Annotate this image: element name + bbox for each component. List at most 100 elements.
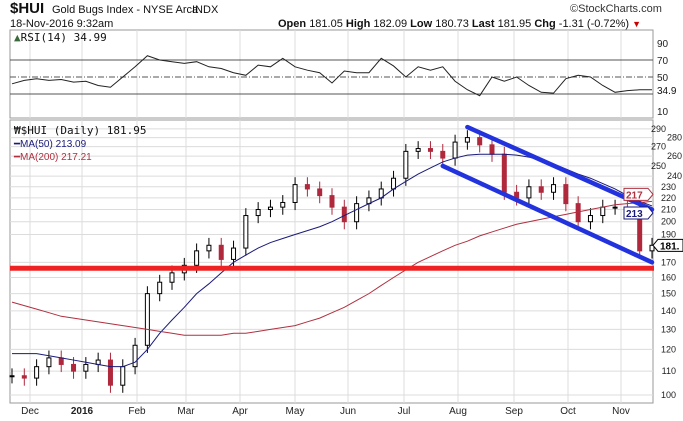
rsi-y-tick: 50 [657, 73, 669, 84]
down-arrow-icon: ▼ [632, 19, 642, 29]
rsi-label-text: RSI(14) 34.99 [20, 31, 107, 44]
candle-body [280, 201, 286, 208]
candle-body [34, 366, 40, 379]
price-label-text: $HUI (Daily) 181.95 [20, 124, 147, 137]
candle-body [526, 186, 532, 199]
value-tag: 217 [626, 190, 643, 201]
value-tag-frame [623, 187, 654, 201]
ma200-legend-text: MA(200) 217.21 [20, 152, 92, 163]
value-tag: 181. [660, 241, 680, 252]
index-name: Gold Bugs Index - NYSE Arca [52, 4, 199, 16]
candle-body [452, 141, 458, 159]
candle-body [255, 209, 261, 217]
quote-line: Open 181.05 High 182.09 Low 180.73 Last … [278, 18, 641, 31]
price-label: ₩$HUI (Daily) 181.95 [14, 124, 147, 138]
price-y-tick: 190 [661, 230, 676, 240]
candle-body [354, 203, 360, 223]
rsi-panel-frame [9, 29, 654, 119]
price-y-tick: 220 [661, 193, 676, 203]
candle-body [206, 244, 212, 252]
candle-body [477, 137, 483, 146]
candle-icon: ₩ [14, 124, 21, 137]
candle-body [427, 148, 433, 152]
candle-body [612, 206, 618, 209]
price-y-tick: 120 [661, 344, 676, 354]
candle-body [218, 244, 224, 260]
chg-label: Chg [534, 18, 556, 30]
candle-body [46, 357, 52, 368]
high-label: High [345, 18, 371, 30]
candle-body [157, 281, 163, 295]
price-y-tick: 260 [667, 151, 682, 161]
datetime: 18-Nov-2016 9:32am [10, 18, 114, 30]
x-tick-label: Oct [560, 406, 576, 417]
x-tick-label: Jun [340, 406, 356, 417]
candle-body [600, 206, 606, 217]
candle-body [391, 177, 397, 190]
x-tick-label: Jul [398, 406, 411, 417]
price-y-tick: 100 [661, 390, 676, 400]
value-tag-frame [652, 238, 683, 252]
ma50-legend: ━MA(50) 213.09 [14, 139, 87, 150]
x-tick-label: Sep [505, 406, 523, 417]
candle-body [587, 215, 593, 223]
candle-body [292, 184, 298, 203]
value-tag: 213 [626, 209, 643, 220]
price-y-tick: 210 [661, 205, 676, 215]
candle-body [304, 184, 310, 190]
rsi-y-tick: 90 [657, 39, 669, 50]
candle-body [243, 215, 249, 249]
rsi-line [11, 55, 652, 97]
price-y-tick: 280 [667, 133, 682, 143]
brand-logo: ©StockCharts.com [570, 3, 662, 15]
candle-body [21, 375, 27, 379]
candle-body [71, 363, 77, 372]
candle-body [403, 150, 409, 179]
price-y-tick: 200 [661, 217, 676, 227]
candle-body [58, 357, 64, 365]
low-value: 180.73 [435, 18, 469, 30]
channel-lower-line [440, 163, 655, 265]
chg-value: -1.31 (-0.72%) [558, 18, 630, 30]
rsi-y-tick: 10 [657, 107, 669, 118]
x-tick-label: Nov [612, 406, 630, 417]
x-tick-label: Aug [449, 406, 467, 417]
candle-body [317, 188, 323, 197]
candle-body [194, 250, 200, 266]
candle-body [501, 153, 507, 193]
price-y-tick: 140 [661, 306, 676, 316]
price-panel-frame [9, 119, 654, 404]
rsi-value-tag: 34.9 [657, 86, 677, 97]
x-tick-label: May [286, 406, 305, 417]
price-y-tick: 270 [651, 142, 666, 152]
open-label: Open [278, 18, 307, 30]
candle-body [551, 184, 557, 193]
x-tick-label: Apr [232, 406, 248, 417]
price-y-tick: 240 [667, 171, 682, 181]
ma50-legend-text: MA(50) 213.09 [20, 139, 87, 150]
x-tick-label: Dec [21, 406, 39, 417]
x-tick-label: Mar [177, 406, 195, 417]
symbol: $HUI [10, 0, 45, 17]
candle-body [415, 148, 421, 152]
candle-body [329, 195, 335, 208]
candle-body [132, 344, 138, 368]
ma200-legend: ━MA(200) 217.21 [14, 152, 92, 163]
low-label: Low [410, 18, 433, 30]
candle-body [563, 184, 569, 205]
open-value: 181.05 [309, 18, 343, 30]
last-label: Last [471, 18, 495, 30]
price-y-tick: 110 [662, 366, 676, 376]
price-y-tick: 250 [651, 161, 666, 171]
rsi-y-tick: 70 [657, 56, 669, 67]
rsi-label: ▲RSI(14) 34.99 [14, 31, 107, 45]
rsi-icon: ▲ [14, 31, 21, 44]
ma200-line [11, 200, 653, 336]
price-y-tick: 170 [661, 257, 676, 267]
price-y-tick: 150 [661, 289, 676, 299]
candle-body [538, 186, 544, 193]
candle-body [649, 244, 655, 252]
high-value: 182.09 [373, 18, 408, 30]
